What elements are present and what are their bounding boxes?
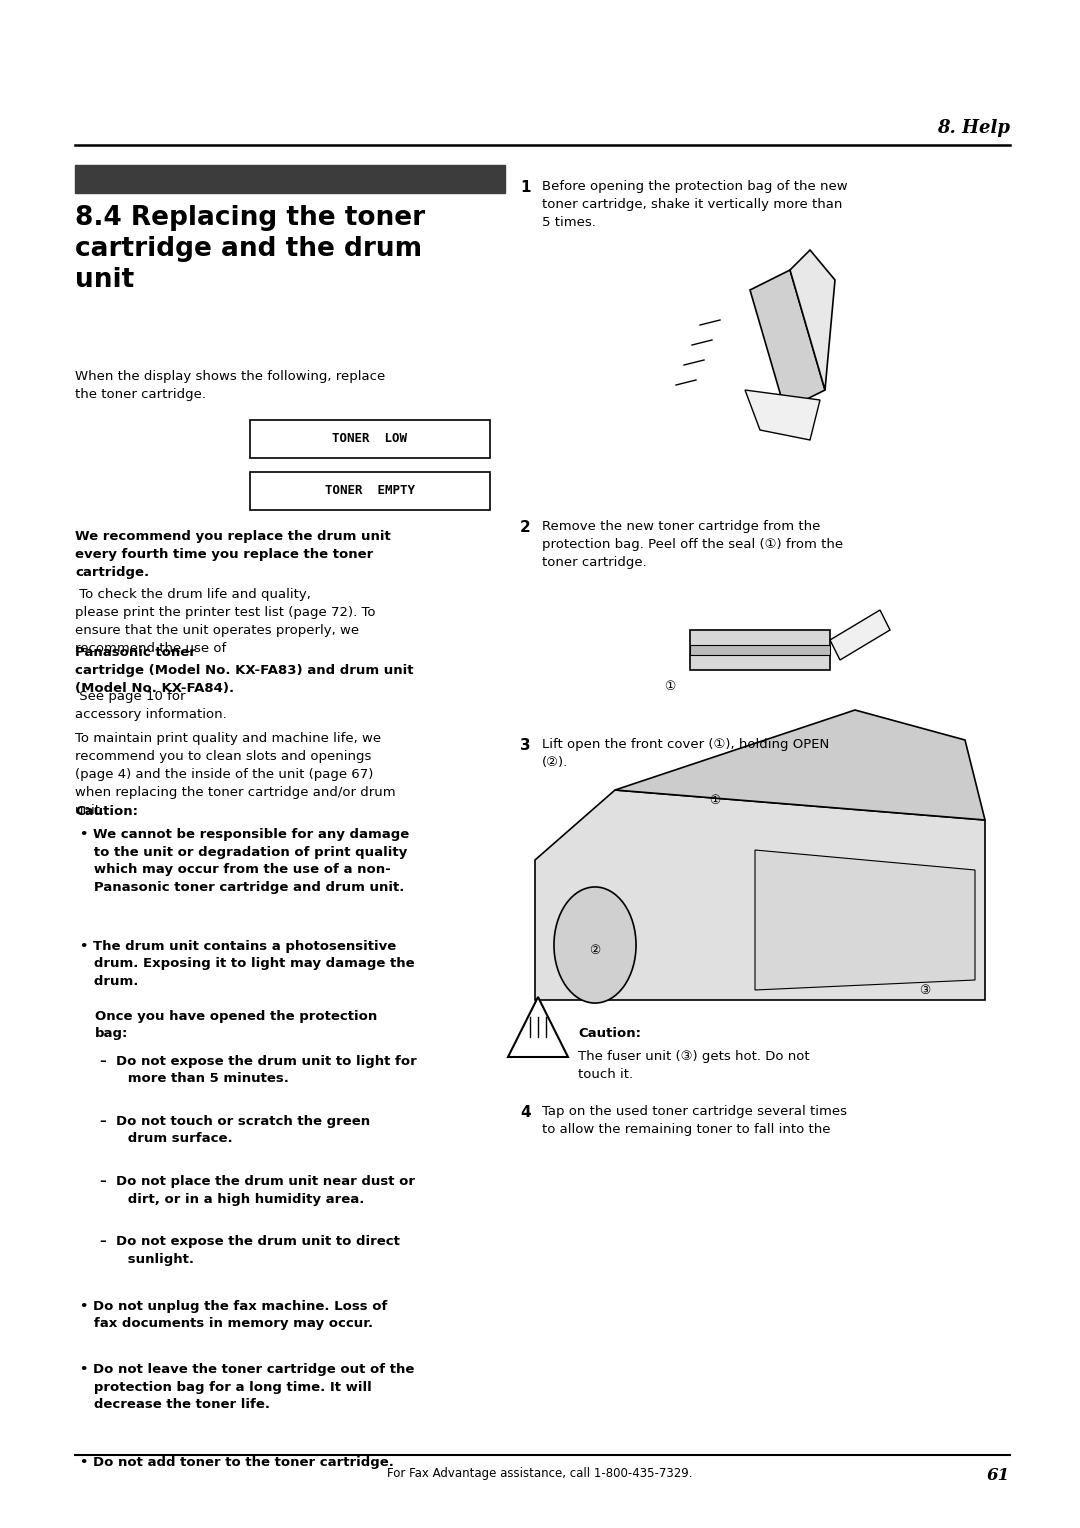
Text: 8.4 Replacing the toner
cartridge and the drum
unit: 8.4 Replacing the toner cartridge and th… [75,205,426,293]
Text: Caution:: Caution: [75,805,138,817]
Text: –  Do not expose the drum unit to light for
      more than 5 minutes.: – Do not expose the drum unit to light f… [100,1054,417,1085]
Text: ①: ① [710,793,720,807]
Text: • Do not leave the toner cartridge out of the
   protection bag for a long time.: • Do not leave the toner cartridge out o… [80,1363,415,1410]
Polygon shape [690,630,831,669]
Text: TONER  LOW: TONER LOW [333,432,407,446]
Polygon shape [750,270,825,410]
Text: ③: ③ [919,984,931,996]
Text: • The drum unit contains a photosensitive
   drum. Exposing it to light may dama: • The drum unit contains a photosensitiv… [80,940,415,989]
Text: The fuser unit (③) gets hot. Do not
touch it.: The fuser unit (③) gets hot. Do not touc… [578,1050,810,1080]
Text: 61: 61 [987,1467,1010,1484]
Text: For Fax Advantage assistance, call 1-800-435-7329.: For Fax Advantage assistance, call 1-800… [388,1467,692,1481]
Bar [75,165,505,193]
Bar [249,472,490,510]
Polygon shape [745,390,820,440]
Text: TONER  EMPTY: TONER EMPTY [325,484,415,498]
Polygon shape [535,790,985,999]
Text: 8. Help: 8. Help [937,119,1010,138]
Text: –  Do not touch or scratch the green
      drum surface.: – Do not touch or scratch the green drum… [100,1115,370,1146]
Text: 2: 2 [519,520,530,535]
Text: Once you have opened the protection
bag:: Once you have opened the protection bag: [95,1010,377,1041]
Polygon shape [508,996,568,1057]
Text: • We cannot be responsible for any damage
   to the unit or degradation of print: • We cannot be responsible for any damag… [80,828,409,894]
Text: ①: ① [664,680,676,694]
Text: • Do not add toner to the toner cartridge.: • Do not add toner to the toner cartridg… [80,1456,394,1468]
Polygon shape [615,711,985,821]
Text: 3: 3 [519,738,530,753]
Text: 4: 4 [519,1105,530,1120]
Text: Before opening the protection bag of the new
toner cartridge, shake it verticall: Before opening the protection bag of the… [542,180,848,229]
Polygon shape [831,610,890,660]
Text: • Do not unplug the fax machine. Loss of
   fax documents in memory may occur.: • Do not unplug the fax machine. Loss of… [80,1300,388,1331]
Bar [249,420,490,458]
Text: We recommend you replace the drum unit
every fourth time you replace the toner
c: We recommend you replace the drum unit e… [75,530,391,579]
Text: To check the drum life and quality,
please print the printer test list (page 72): To check the drum life and quality, plea… [75,588,376,656]
Text: Tap on the used toner cartridge several times
to allow the remaining toner to fa: Tap on the used toner cartridge several … [542,1105,847,1135]
Text: When the display shows the following, replace
the toner cartridge.: When the display shows the following, re… [75,370,386,400]
Polygon shape [789,251,835,390]
Text: –  Do not place the drum unit near dust or
      dirt, or in a high humidity are: – Do not place the drum unit near dust o… [100,1175,415,1206]
Text: Panasonic toner
cartridge (Model No. KX-FA83) and drum unit
(Model No. KX-FA84).: Panasonic toner cartridge (Model No. KX-… [75,646,414,695]
Circle shape [554,886,636,1002]
Text: –  Do not expose the drum unit to direct
      sunlight.: – Do not expose the drum unit to direct … [100,1235,400,1265]
Text: ②: ② [590,943,600,957]
Text: Lift open the front cover (①), holding OPEN
(②).: Lift open the front cover (①), holding O… [542,738,829,769]
Text: To maintain print quality and machine life, we
recommend you to clean slots and : To maintain print quality and machine li… [75,732,395,817]
Polygon shape [690,645,831,656]
Polygon shape [755,850,975,990]
Text: Caution:: Caution: [578,1027,642,1041]
Text: Remove the new toner cartridge from the
protection bag. Peel off the seal (①) fr: Remove the new toner cartridge from the … [542,520,843,568]
Text: See page 10 for
accessory information.: See page 10 for accessory information. [75,691,227,721]
Text: 1: 1 [519,180,530,196]
